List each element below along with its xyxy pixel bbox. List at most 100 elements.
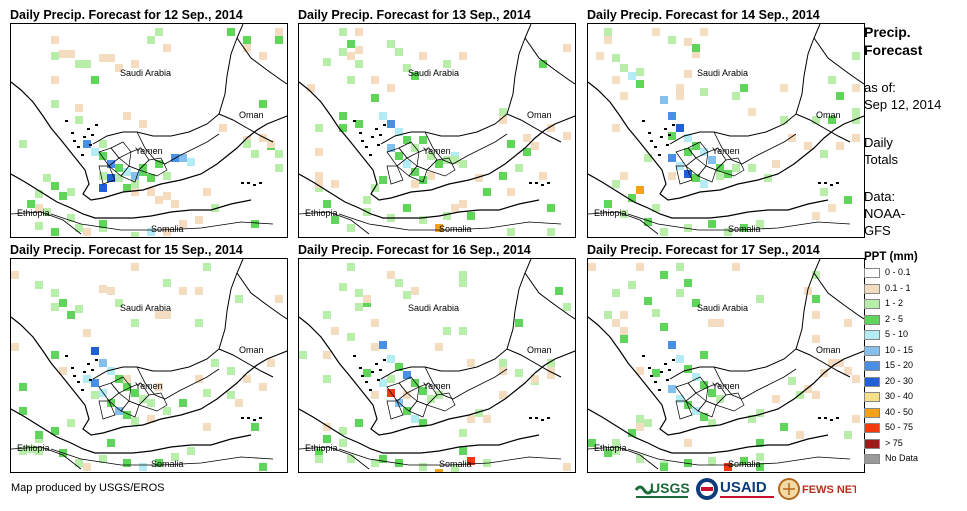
- map-canvas: Saudi Arabia Oman Yemen Ethiopia Somalia: [11, 24, 287, 237]
- precip-cell: [91, 379, 99, 387]
- precip-cell: [435, 160, 443, 168]
- precip-cell: [67, 50, 75, 58]
- precip-cell: [692, 373, 700, 381]
- precip-cell: [195, 319, 203, 327]
- country-label-oman: Oman: [527, 110, 552, 120]
- precip-cell: [419, 52, 427, 60]
- precip-cell: [35, 281, 43, 289]
- precip-cell: [83, 140, 91, 148]
- precip-cell: [419, 216, 427, 224]
- island: [650, 375, 653, 377]
- precip-cell: [820, 150, 828, 158]
- precip-cell: [147, 228, 155, 236]
- precip-cell: [107, 287, 115, 295]
- country-label-yemen: Yemen: [135, 146, 163, 156]
- precip-cell: [131, 319, 139, 327]
- precip-cell: [812, 116, 820, 124]
- legend-swatch: [864, 407, 880, 418]
- precip-cell: [299, 351, 307, 359]
- border-saudi-oman: [813, 37, 864, 85]
- precip-cell: [259, 100, 267, 108]
- precip-cell: [403, 291, 411, 299]
- precip-cell: [459, 271, 467, 279]
- precip-cell: [155, 383, 163, 391]
- precip-cell: [788, 134, 796, 142]
- precip-cell: [123, 168, 131, 176]
- data-line3: GFS: [864, 223, 891, 238]
- border-governorate: [136, 131, 220, 165]
- island: [73, 140, 76, 142]
- precip-cell: [155, 311, 163, 319]
- precip-cell: [588, 439, 596, 447]
- precip-cell: [347, 455, 355, 463]
- panel-title: Daily Precip. Forecast for 16 Sep., 2014: [298, 243, 531, 257]
- precip-cell: [395, 128, 403, 136]
- precip-cell: [363, 295, 371, 303]
- precip-cell: [716, 319, 724, 327]
- admin-boundary: [697, 165, 717, 183]
- precip-cell: [323, 435, 331, 443]
- country-label-ethiopia: Ethiopia: [17, 208, 50, 218]
- precip-cell: [411, 180, 419, 188]
- precip-cell: [499, 116, 507, 124]
- precip-cell: [395, 279, 403, 287]
- boundaries: [11, 259, 287, 470]
- legend-label: 40 - 50: [885, 406, 914, 417]
- precip-cell: [347, 263, 355, 271]
- precip-cell: [459, 429, 467, 437]
- precip-cell: [748, 164, 756, 172]
- precip-cell: [387, 40, 395, 48]
- island: [253, 184, 256, 186]
- usgs-logo-mark: USGS: [634, 480, 690, 498]
- precip-cell: [315, 148, 323, 156]
- island: [65, 355, 68, 357]
- precip-cell: [339, 48, 347, 56]
- island: [660, 371, 663, 373]
- precip-cell: [403, 204, 411, 212]
- precip-cell: [507, 140, 515, 148]
- panel-title: Daily Precip. Forecast for 17 Sep., 2014: [587, 243, 820, 257]
- precip-cell: [796, 431, 804, 439]
- daily-line2: Totals: [864, 152, 898, 167]
- panel-title: Daily Precip. Forecast for 12 Sep., 2014: [10, 8, 243, 22]
- legend-swatch: [864, 299, 880, 309]
- legend-title-line2: Forecast: [864, 42, 923, 58]
- legend-swatch: [864, 454, 880, 464]
- island: [658, 154, 661, 156]
- precip-cell: [395, 363, 403, 371]
- precip-cell: [35, 431, 43, 439]
- precip-cell: [363, 196, 371, 204]
- precip-cell: [203, 188, 211, 196]
- precip-cell: [355, 28, 363, 36]
- island: [818, 417, 821, 419]
- country-label-saudi: Saudi Arabia: [120, 303, 171, 313]
- island: [383, 359, 386, 361]
- precip-cell: [259, 463, 267, 471]
- precip-cell: [403, 391, 411, 399]
- precip-cell: [123, 184, 131, 192]
- precip-cell: [131, 180, 139, 188]
- border-somalia: [627, 213, 851, 231]
- precip-cell: [123, 112, 131, 120]
- usgs-logo-text: USGS: [650, 480, 690, 496]
- precip-cell: [35, 447, 43, 455]
- boundaries: [11, 24, 287, 235]
- precip-cell: [83, 329, 91, 337]
- precip-cell: [59, 192, 67, 200]
- precip-cell: [467, 212, 475, 220]
- precip-cell: [331, 327, 339, 335]
- island: [535, 417, 538, 419]
- precip-cell: [844, 196, 852, 204]
- precip-cell: [740, 224, 748, 232]
- precip-cell: [51, 289, 59, 297]
- precip-cell: [315, 449, 323, 457]
- country-label-saudi: Saudi Arabia: [120, 68, 171, 78]
- map-canvas: Saudi Arabia Oman Yemen Ethiopia Somalia: [588, 259, 864, 471]
- precip-cell: [563, 44, 571, 52]
- admin-boundary: [715, 157, 745, 177]
- island: [836, 182, 839, 184]
- precip-cell: [676, 395, 684, 403]
- precip-cell: [628, 194, 636, 202]
- precip-cell: [403, 160, 411, 168]
- precip-cell: [668, 341, 676, 349]
